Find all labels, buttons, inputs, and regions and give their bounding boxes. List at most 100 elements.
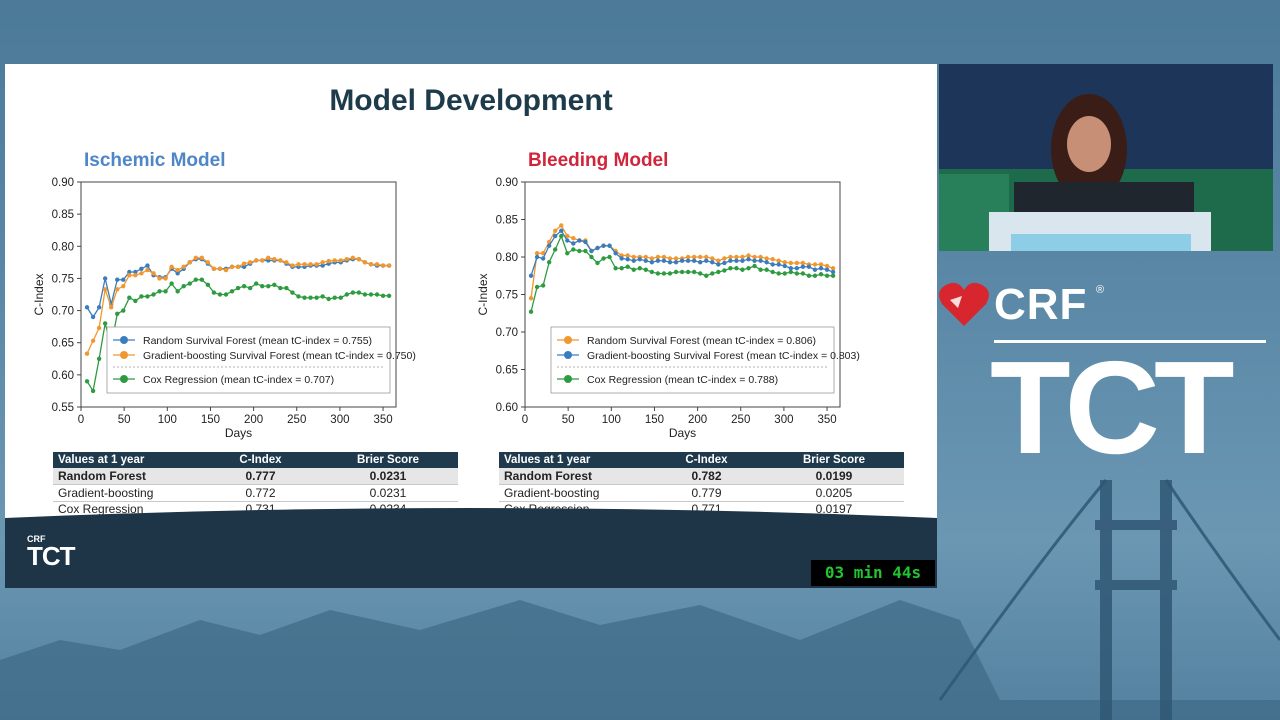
data-point [102,321,108,326]
y-tick-label: 0.60 [496,402,518,414]
data-point [565,233,570,239]
data-point [344,292,350,297]
data-point [667,271,673,276]
x-tick-label: 100 [602,414,621,426]
data-point [241,283,247,289]
footer-crf-text: CRF [27,534,46,544]
data-point [326,296,331,302]
data-point [90,388,96,394]
x-tick-label: 50 [118,414,131,426]
data-point [788,266,794,271]
data-point [637,257,642,262]
data-point [205,282,211,288]
data-point [314,295,319,300]
data-point [169,281,174,286]
data-point [199,277,205,282]
data-point [691,258,697,263]
data-point [758,267,763,272]
data-point [540,251,546,256]
data-point [607,243,612,248]
data-point [740,254,745,260]
data-point [290,263,295,268]
data-point [247,260,253,265]
data-point [553,228,558,233]
x-tick-label: 350 [817,414,836,426]
x-tick-label: 0 [522,414,528,426]
data-point [710,256,715,261]
data-point [812,273,818,278]
data-point [284,285,289,291]
legend-marker [564,336,572,344]
data-point [830,266,836,271]
data-point [109,305,114,310]
y-tick-label: 0.90 [496,177,518,189]
data-point [163,276,168,281]
legend-box [550,326,835,394]
data-point [728,254,733,260]
data-point [145,294,150,299]
table-cell: 0.0205 [764,484,904,502]
data-point [697,260,703,265]
y-tick-label: 0.80 [52,241,74,253]
y-tick-label: 0.80 [496,252,518,264]
data-point [565,251,570,256]
table-header-cell: Values at 1 year [53,452,203,468]
data-point [302,262,307,267]
table-cell: 0.0231 [318,484,458,502]
data-point [565,238,570,243]
data-point [782,271,787,276]
table-row: Random Forest 0.782 0.0199 [499,468,904,485]
data-point [704,258,709,263]
table-cell: 0.772 [203,484,318,502]
table-header-row: Values at 1 year C-Index Brier Score [499,452,904,468]
data-point [102,276,108,281]
data-point [217,266,223,271]
data-point [746,266,751,271]
data-point [553,233,558,239]
data-point [625,257,630,262]
data-point [115,287,120,292]
legend-entry: Gradient-boosting Survival Forest (mean … [587,350,860,362]
data-point [794,260,800,266]
data-point [247,285,253,291]
data-point [181,283,186,289]
legend-entry: Gradient-boosting Survival Forest (mean … [143,350,416,362]
data-point [595,245,600,251]
data-point [716,262,721,267]
data-point [205,260,211,265]
data-point [102,287,108,292]
y-tick-label: 0.75 [496,290,518,302]
data-point [818,266,824,271]
data-point [344,256,350,262]
data-point [619,256,624,261]
data-point [96,305,102,310]
y-tick-label: 0.65 [496,365,518,377]
data-point [199,255,205,261]
data-point [601,256,606,261]
y-tick-label: 0.90 [52,177,74,189]
data-point [716,269,721,275]
data-point [812,262,818,267]
data-point [752,258,757,263]
data-point [764,256,769,261]
data-point [223,292,229,297]
data-point [613,251,618,256]
legend-marker [120,351,128,359]
data-point [571,241,576,246]
data-point [583,248,588,254]
data-point [667,260,673,265]
legend-entry: Cox Regression (mean tC-index = 0.707) [143,374,334,386]
data-point [770,262,775,267]
x-tick-label: 50 [562,414,575,426]
data-point [830,269,836,275]
data-point [649,269,655,275]
table-header-cell: Values at 1 year [499,452,649,468]
data-point [631,254,636,260]
data-point [84,351,90,356]
data-point [181,264,186,270]
data-point [607,254,612,260]
y-tick-label: 0.85 [52,209,74,221]
data-point [115,311,120,316]
data-point [824,267,830,272]
